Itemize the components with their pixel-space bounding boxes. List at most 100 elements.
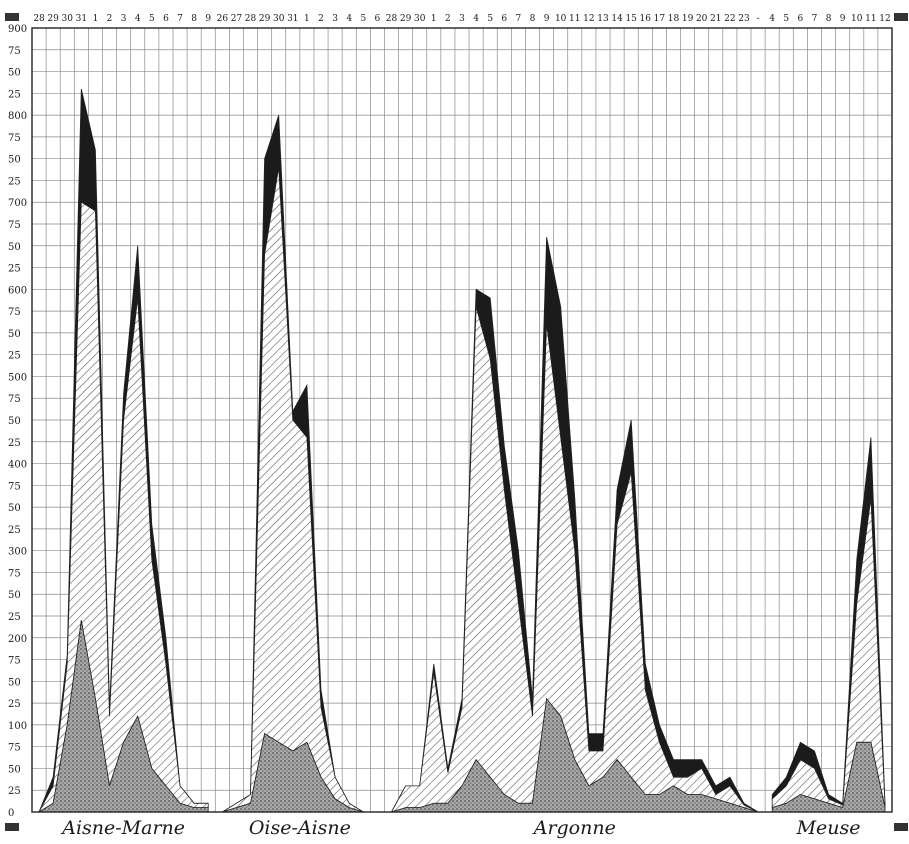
y-tick-label: 75 (8, 743, 21, 754)
x-tick-label: 20 (696, 14, 708, 24)
region-label: Aisne-Marne (60, 817, 185, 839)
y-tick-label: 25 (8, 699, 21, 710)
x-tick-label: 10 (555, 14, 567, 24)
x-tick-label: 7 (516, 14, 522, 24)
x-tick-label: 4 (135, 14, 141, 24)
y-tick-label: 25 (8, 525, 21, 536)
x-tick-label: 3 (459, 14, 465, 24)
x-tick-label: 30 (62, 14, 74, 24)
y-tick-label: 75 (8, 568, 21, 579)
y-tick-label: 25 (8, 786, 21, 797)
x-tick-label: 26 (217, 14, 229, 24)
x-tick-label: 5 (487, 14, 493, 24)
x-tick-label: 14 (611, 14, 623, 24)
y-tick-label: 400 (8, 460, 27, 471)
corner-marker (5, 13, 19, 21)
y-tick-label: 75 (8, 394, 21, 405)
x-tick-label: 4 (346, 14, 352, 24)
y-tick-label: 600 (8, 285, 27, 296)
y-tick-label: 900 (8, 24, 27, 35)
x-tick-label: 29 (400, 14, 412, 24)
x-tick-label: 15 (625, 14, 637, 24)
y-tick-label: 50 (8, 155, 21, 166)
y-tick-label: 75 (8, 46, 21, 57)
x-tick-label: 17 (654, 14, 666, 24)
x-tick-label: 21 (710, 14, 721, 24)
x-tick-label: 16 (640, 14, 652, 24)
x-tick-label: 1 (431, 14, 437, 24)
x-tick-label: 23 (738, 14, 750, 24)
y-tick-label: 75 (8, 656, 21, 667)
x-tick-label: 18 (668, 14, 680, 24)
x-tick-label: 5 (783, 14, 789, 24)
x-tick-label: 22 (724, 14, 735, 24)
x-tick-label: 12 (879, 14, 890, 24)
y-tick-label: 75 (8, 133, 21, 144)
y-tick-label: 25 (8, 351, 21, 362)
y-tick-label: 75 (8, 481, 21, 492)
x-tick-label: 7 (812, 14, 818, 24)
x-tick-label: 27 (231, 14, 243, 24)
x-tick-label: 6 (797, 14, 803, 24)
y-tick-label: 200 (8, 634, 27, 645)
x-tick-label: 1 (93, 14, 99, 24)
x-tick-label: 2 (107, 14, 113, 24)
region-label: Oise-Aisne (249, 817, 351, 839)
x-tick-label: 4 (769, 14, 775, 24)
x-tick-label: 11 (865, 14, 876, 24)
corner-marker (894, 823, 908, 831)
y-tick-label: 25 (8, 176, 21, 187)
y-tick-label: 50 (8, 68, 21, 79)
x-tick-label: 9 (544, 14, 550, 24)
x-tick-label: 29 (47, 14, 59, 24)
y-tick-label: 50 (8, 677, 21, 688)
chart-frame (31, 27, 893, 813)
x-tick-label: 13 (597, 14, 609, 24)
x-tick-label: 11 (569, 14, 580, 24)
x-tick-label: 4 (473, 14, 479, 24)
x-axis-ticks: 28 29 30 31 1 2 3 4 5 6 7 8 9 26 27 28 29 30 31 1 2 3 4 5 6 28 29 3… (33, 14, 890, 24)
x-tick-label: 19 (682, 14, 694, 24)
x-tick-label: 8 (530, 14, 536, 24)
y-tick-label: 25 (8, 612, 21, 623)
y-tick-label: 75 (8, 220, 21, 231)
region-label: Meuse (796, 817, 861, 839)
region-label: Argonne (532, 817, 616, 839)
y-tick-label: 50 (8, 242, 21, 253)
x-tick-label: 30 (414, 14, 426, 24)
x-tick-label: 28 (386, 14, 398, 24)
x-tick-label: 8 (191, 14, 197, 24)
y-tick-label: 300 (8, 547, 27, 558)
y-tick-label: 25 (8, 438, 21, 449)
y-tick-label: 25 (8, 89, 21, 100)
x-tick-label: 9 (205, 14, 211, 24)
y-tick-label: 25 (8, 264, 21, 275)
series-middle-area-2 (390, 306, 759, 813)
frame (31, 27, 893, 813)
x-tick-label: 2 (318, 14, 324, 24)
region-labels: Aisne-Marne Oise-Aisne Argonne Meuse (60, 817, 860, 839)
y-tick-label: 700 (8, 198, 27, 209)
y-tick-label: 75 (8, 307, 21, 318)
y-tick-label: 50 (8, 416, 21, 427)
x-tick-label: 10 (851, 14, 863, 24)
corner-marker (894, 13, 908, 21)
y-tick-label: 50 (8, 764, 21, 775)
x-tick-label: 9 (840, 14, 846, 24)
x-tick-label: 5 (360, 14, 366, 24)
corner-marker (5, 823, 19, 831)
y-tick-label: 500 (8, 372, 27, 383)
x-tick-label: - (757, 14, 760, 24)
x-tick-label: 29 (259, 14, 271, 24)
x-tick-label: 6 (163, 14, 169, 24)
y-tick-label: 50 (8, 329, 21, 340)
x-tick-label: 6 (501, 14, 507, 24)
x-tick-label: 8 (826, 14, 832, 24)
y-tick-label: 50 (8, 590, 21, 601)
x-tick-label: 6 (375, 14, 381, 24)
x-tick-label: 5 (149, 14, 155, 24)
x-tick-label: 3 (332, 14, 338, 24)
y-tick-label: 100 (8, 721, 27, 732)
